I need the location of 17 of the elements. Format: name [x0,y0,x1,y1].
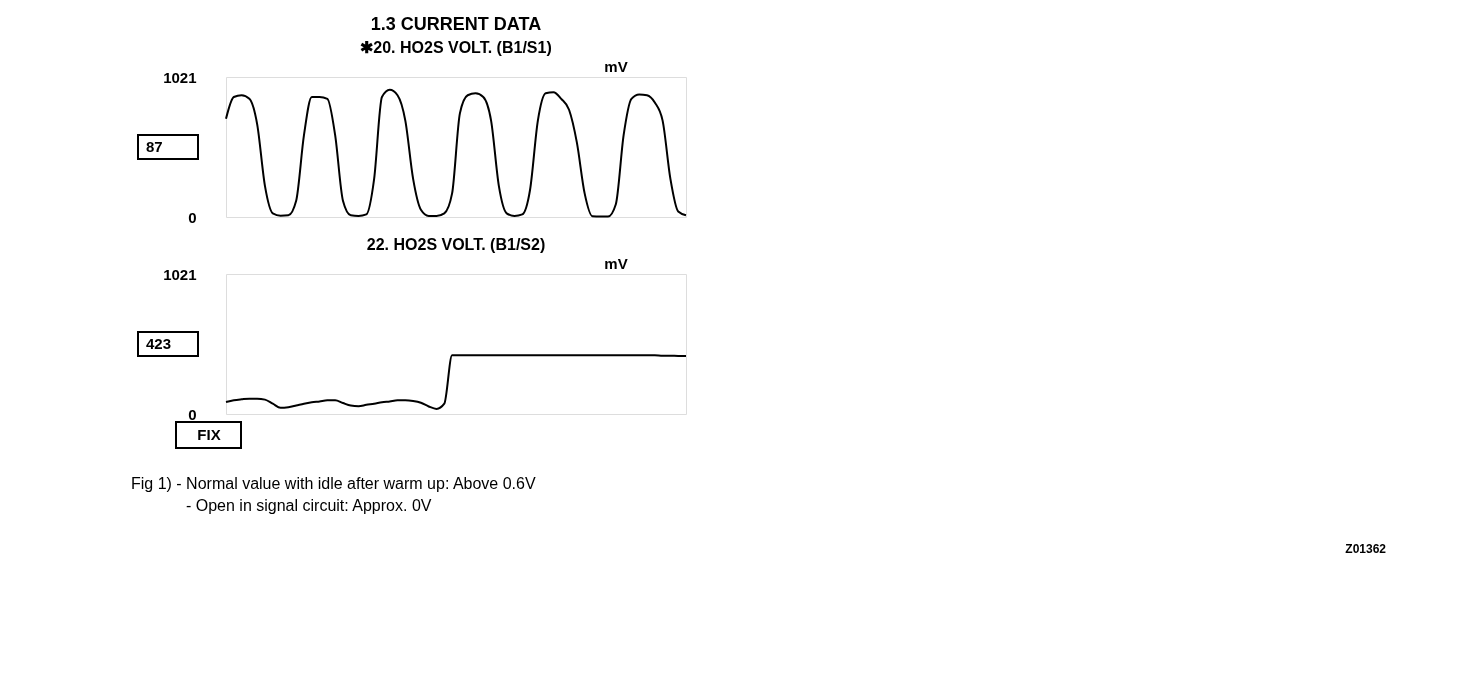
y-tick-label: 0 [188,208,197,226]
text: 87 [146,138,163,155]
text: FIX [197,426,221,443]
line-series [225,88,687,218]
text: mV [604,58,628,75]
chart-title: 22. HO2S VOLT. (B1/S2) [366,236,546,253]
text: Z01362 [1345,542,1387,556]
y-tick-label: 1021 [163,68,197,86]
y-tick-label: 0 [188,405,197,423]
y-tick-label: 1021 [163,265,197,283]
text: mV [604,255,628,272]
caption: Fig 1) - Normal value with idle after warm up: Above 0.6V [131,475,536,492]
text: - Open in signal circuit: Approx. 0V [186,497,432,514]
text: 423 [146,335,172,352]
line-series [225,354,687,410]
chart-subtitle: ✱20. HO2S VOLT. (B1/S1) [360,39,552,56]
chart-title: 1.3 CURRENT DATA [370,14,542,34]
